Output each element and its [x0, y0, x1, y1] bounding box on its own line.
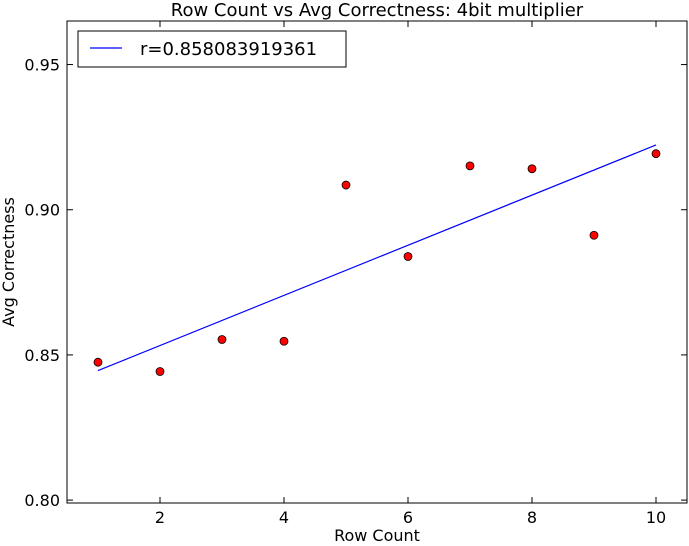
legend-entry-label: r=0.858083919361 — [140, 39, 317, 60]
y-tick-label: 0.85 — [24, 346, 60, 365]
data-point — [527, 164, 537, 174]
chart-title: Row Count vs Avg Correctness: 4bit multi… — [171, 0, 584, 21]
data-point — [217, 335, 227, 344]
data-point — [589, 230, 599, 240]
axis-ticks: 2 4 6 8 10 0.80 0.85 0.90 0.95 — [24, 21, 687, 527]
legend-box — [77, 30, 347, 68]
plot-area — [66, 20, 688, 504]
x-tick-label: 8 — [527, 508, 537, 527]
y-tick-label: 0.95 — [24, 56, 60, 75]
data-point — [403, 252, 413, 261]
y-axis-label: Avg Correctness — [0, 197, 18, 327]
y-tick-label: 0.90 — [24, 201, 60, 220]
x-tick-label: 10 — [646, 508, 666, 527]
data-point — [465, 161, 475, 171]
y-tick-label: 0.80 — [24, 491, 60, 510]
data-point — [341, 180, 351, 190]
x-tick-label: 4 — [279, 508, 289, 527]
data-point — [93, 357, 103, 367]
data-point — [651, 149, 661, 159]
data-points-layer — [93, 149, 661, 376]
x-axis-label: Row Count — [334, 526, 420, 545]
data-point — [279, 336, 289, 346]
fit-line — [97, 144, 657, 372]
data-point — [155, 367, 165, 376]
x-tick-label: 2 — [155, 508, 165, 527]
x-tick-label: 6 — [403, 508, 413, 527]
legend: r=0.858083919361 — [77, 30, 347, 68]
fit-line-layer — [97, 144, 657, 372]
